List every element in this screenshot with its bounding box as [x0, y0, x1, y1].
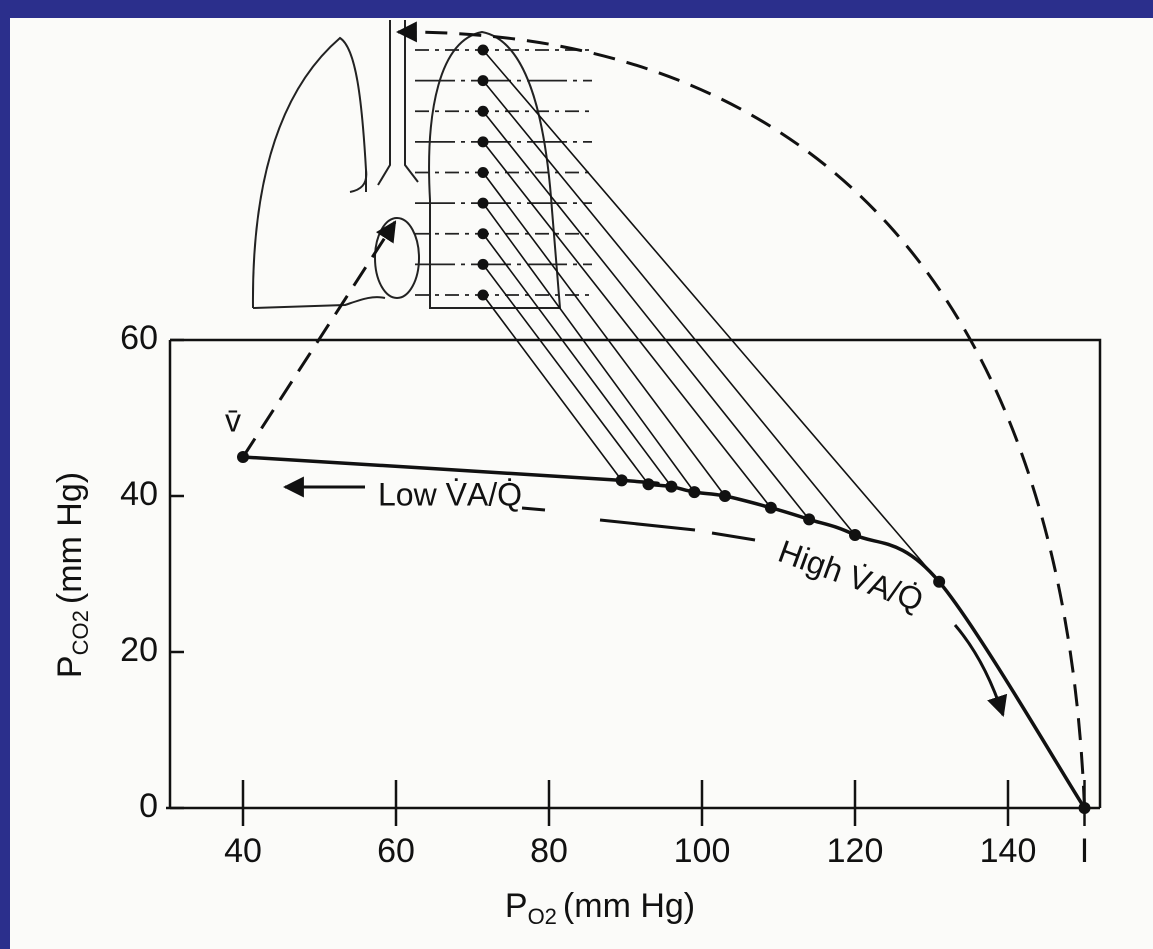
curve-point [688, 486, 701, 499]
flow-arrows [282, 476, 1008, 717]
right-lung [428, 30, 562, 309]
dash [711, 531, 756, 542]
x-tick-label: I [1080, 832, 1089, 870]
dash [599, 518, 696, 532]
x-tick-label: 100 [674, 832, 731, 870]
venous-dashed-arrow [241, 220, 397, 458]
curve-point [764, 501, 777, 514]
curve-point [718, 490, 731, 502]
curve-point [933, 575, 946, 588]
y-tick-label: 60 [120, 319, 158, 357]
background [10, 18, 1153, 949]
unit-link [482, 49, 940, 583]
y-label-unit: (mm Hg) [51, 472, 89, 604]
unit-link [482, 263, 650, 485]
curve-point [615, 474, 628, 487]
unit-link [482, 110, 810, 520]
x-tick-label: 120 [827, 832, 884, 870]
x-tick-label: 140 [980, 832, 1037, 870]
y-label-p: P [51, 655, 89, 678]
unit-link [482, 80, 856, 536]
y-tick-label: 40 [120, 475, 158, 513]
unit-link [482, 141, 772, 509]
y-tick-label: 20 [120, 631, 158, 669]
x-label-unit: (mm Hg) [563, 887, 695, 925]
curve-point [665, 480, 678, 493]
x-tick-label: 60 [377, 832, 415, 870]
x-label-p: P [505, 887, 528, 925]
inspired-dashed-arrow [395, 21, 1086, 809]
heart [374, 217, 420, 299]
unit-link [482, 294, 623, 481]
x-tick-label: 80 [530, 832, 568, 870]
x-label-sub: O2 [528, 904, 557, 929]
low-vq-label: Low V̇A/Q̇ [378, 476, 522, 512]
unit-link [482, 233, 673, 488]
y-tick-label: 0 [139, 787, 158, 825]
left-lung [251, 36, 386, 309]
unit-link [482, 202, 695, 493]
curve-point [642, 478, 655, 491]
lung-diagram [251, 20, 562, 309]
high-arrow [953, 624, 1008, 717]
curve-point [803, 513, 816, 526]
unit-link [482, 172, 726, 497]
y-label-sub: CO2 [68, 610, 93, 655]
x-axis-label: PO2 (mm Hg) [505, 887, 695, 929]
mixed-venous-label: v̄ [225, 402, 241, 438]
dash [521, 506, 546, 512]
plot-frame [166, 338, 1102, 810]
curve-point [237, 451, 249, 463]
curve-point [1078, 802, 1091, 814]
y-axis-label: PCO2 (mm Hg) [51, 472, 93, 678]
curve-point [849, 529, 861, 541]
x-tick-label: 40 [224, 832, 262, 870]
trachea [377, 20, 419, 186]
